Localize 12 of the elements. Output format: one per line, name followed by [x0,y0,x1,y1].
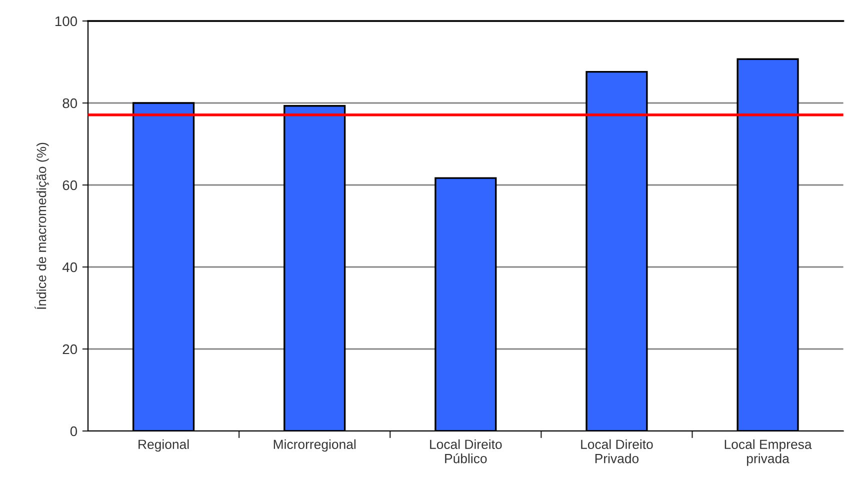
y-axis-title: Índice de macromedição (%) [34,142,49,310]
y-tick-label: 80 [62,98,78,108]
x-tick-label: Microrregional [274,439,356,452]
y-tick-label: 0 [70,426,78,436]
x-tick-label: Local Direito Privado [581,439,653,464]
y-tick-label: 20 [62,344,78,354]
y-tick-label: 40 [62,262,78,272]
y-tick-label: 60 [62,180,78,190]
x-tick-label: Local Direito Público [430,439,502,464]
y-tick-label: 100 [55,16,78,26]
x-tick-label: Regional [138,439,189,452]
x-tick-label: Local Empresa privada [724,439,812,466]
